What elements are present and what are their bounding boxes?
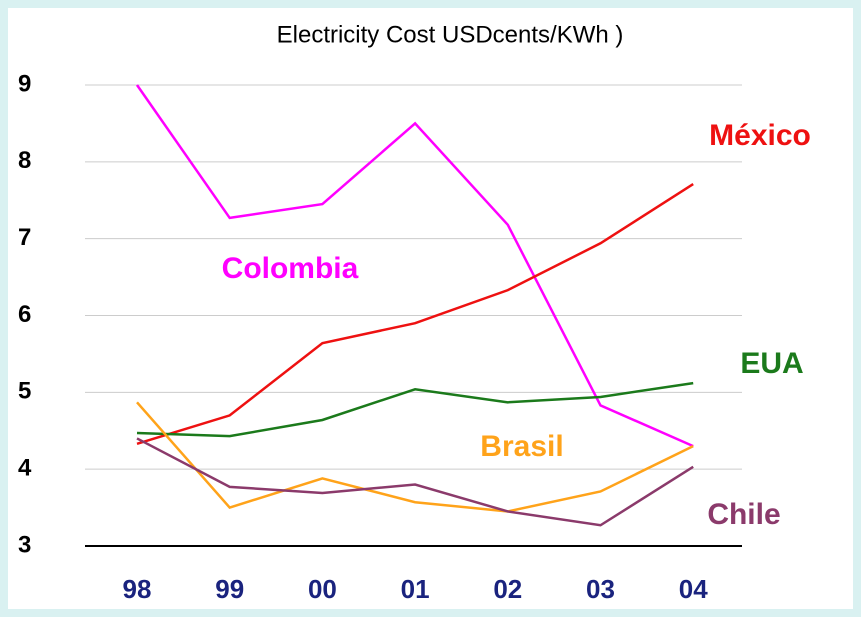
series-label: México (709, 119, 811, 152)
line-series (136, 183, 694, 446)
series-label: Chile (707, 498, 780, 531)
y-tick-label: 8 (18, 147, 31, 174)
x-tick-label: 99 (215, 574, 244, 604)
x-tick-label: 00 (308, 574, 337, 604)
line-series (135, 84, 694, 448)
series-label: Brasil (480, 430, 563, 463)
series-label: Colombia (222, 252, 359, 285)
y-tick-label: 9 (18, 70, 31, 97)
y-tick-label: 5 (18, 378, 31, 405)
line-series (136, 381, 694, 438)
series-label: EUA (740, 347, 803, 380)
x-tick-label: 02 (493, 574, 522, 604)
line-series (136, 437, 694, 527)
y-tick-label: 7 (18, 224, 31, 251)
line-series (136, 401, 694, 513)
chart-background (8, 8, 853, 609)
x-tick-label: 03 (586, 574, 615, 604)
x-tick-label: 01 (401, 574, 430, 604)
x-tick-label: 98 (123, 574, 152, 604)
y-tick-label: 6 (18, 301, 31, 328)
y-tick-label: 3 (18, 531, 31, 558)
chart-title: Electricity Cost USDcents/KWh ) (277, 21, 624, 48)
y-tick-label: 4 (18, 455, 32, 482)
x-tick-label: 04 (679, 574, 708, 604)
